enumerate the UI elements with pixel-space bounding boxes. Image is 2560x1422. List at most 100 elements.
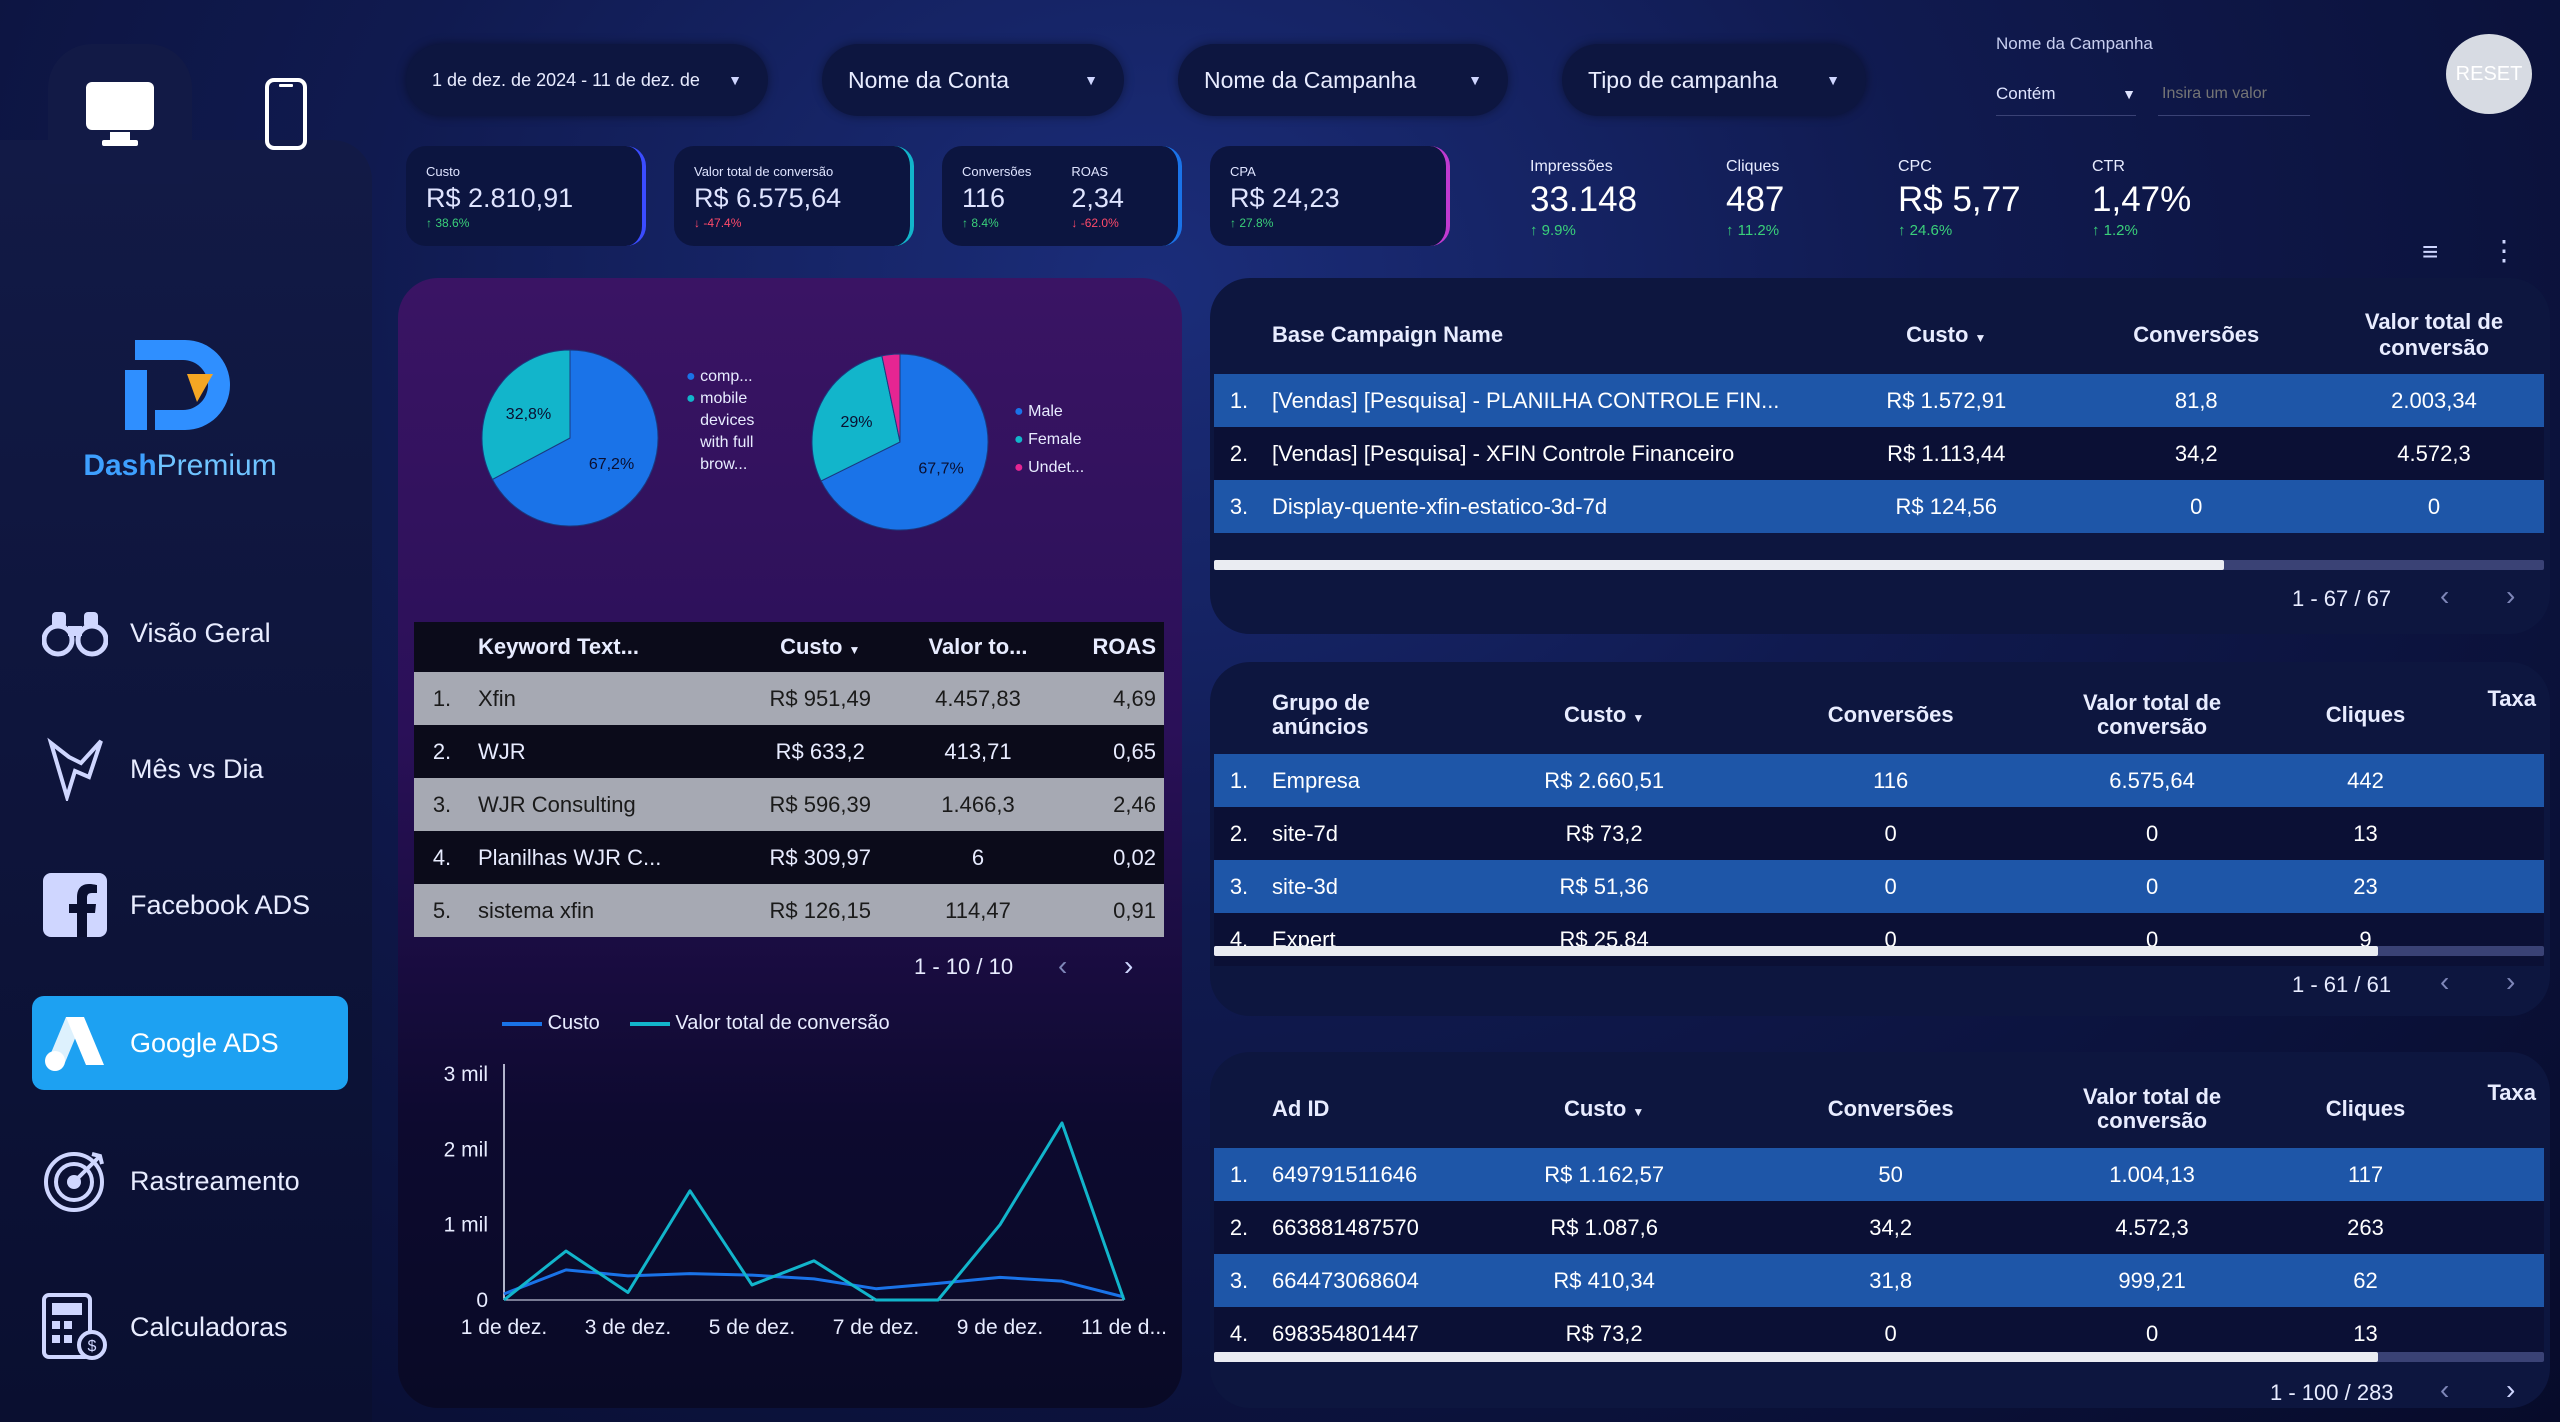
prev-page-icon[interactable]: ‹	[2440, 1374, 2450, 1405]
col-ad-id[interactable]: Ad ID	[1272, 1096, 1330, 1121]
chevron-down-icon: ▼	[1468, 72, 1482, 88]
col-cliques[interactable]: Cliques	[2325, 1096, 2406, 1121]
phone-icon	[265, 78, 307, 150]
date-range-filter[interactable]: 1 de dez. de 2024 - 11 de dez. de ▼	[406, 44, 768, 116]
campaign-name-value-input[interactable]	[2158, 72, 2310, 116]
line-chart-legend: Custo Valor total de conversão	[502, 1012, 890, 1035]
col-valor-total[interactable]: Valor total de conversão	[2364, 309, 2504, 360]
col-campaign-name[interactable]: Base Campaign Name	[1272, 322, 1504, 347]
desktop-view-tab[interactable]	[48, 44, 192, 184]
table-row[interactable]: 3. WJR Consulting R$ 596,39 1.466,3 2,46	[414, 778, 1164, 831]
kpi-custo: Custo R$ 2.810,91 ↑ 38.6%	[406, 146, 646, 246]
col-taxa[interactable]: Taxa	[2487, 1080, 2536, 1105]
table-row[interactable]: 3. 664473068604 R$ 410,34 31,8 999,21 62	[1214, 1254, 2544, 1307]
col-conversoes[interactable]: Conversões	[2133, 322, 2260, 347]
col-roas[interactable]: ROAS	[1092, 634, 1156, 659]
filter-icon[interactable]: ≡	[2422, 236, 2439, 267]
table-row[interactable]: 1. Empresa R$ 2.660,51 116 6.575,64 442	[1214, 754, 2544, 807]
mobile-view-tab[interactable]	[214, 44, 358, 184]
col-conversoes[interactable]: Conversões	[1827, 702, 1954, 727]
kpi-cpc: CPC R$ 5,77 ↑ 24.6%	[1898, 158, 2021, 239]
chevron-down-icon: ▼	[1826, 72, 1840, 88]
account-filter[interactable]: Nome da Conta ▼	[822, 44, 1124, 116]
legend-item-computers: ● comp...	[686, 368, 753, 385]
nav-calculadoras[interactable]: $ Calculadoras	[32, 1280, 348, 1374]
y-tick-label: 0	[476, 1289, 488, 1312]
gender-pie-slice-2[interactable]	[881, 353, 901, 443]
dash-logo-icon	[125, 340, 230, 430]
col-custo[interactable]: Custo ▼	[780, 634, 861, 659]
col-ad-group[interactable]: Grupo de anúncios	[1272, 690, 1370, 739]
scrollbar-thumb[interactable]	[1214, 946, 2378, 956]
next-page-icon[interactable]: ›	[2506, 1374, 2516, 1405]
table-row[interactable]: 2. WJR R$ 633,2 413,71 0,65	[414, 725, 1164, 778]
col-custo[interactable]: Custo ▼	[1563, 1096, 1645, 1121]
table-row[interactable]: 4. Planilhas WJR C... R$ 309,97 6 0,02	[414, 831, 1164, 884]
campaign-type-filter[interactable]: Tipo de campanha ▼	[1562, 44, 1866, 116]
scrollbar-thumb[interactable]	[1214, 560, 2224, 570]
device-pie-slice-1[interactable]	[481, 349, 571, 481]
kpi-impressoes: Impressões 33.148 ↑ 9.9%	[1530, 158, 1638, 239]
col-cliques[interactable]: Cliques	[2325, 702, 2406, 727]
lightning-icon	[40, 734, 110, 804]
prev-page-icon[interactable]: ‹	[2440, 580, 2450, 611]
device-pie-legend: ● comp... ● mobile devices with full bro…	[686, 366, 780, 476]
sort-desc-icon: ▼	[1974, 331, 1987, 345]
device-pie-slice-0[interactable]	[491, 349, 659, 527]
table-row[interactable]: 4. Expert R$ 25,84 0 0 9	[1214, 913, 2544, 966]
nav-facebook-ads[interactable]: Facebook ADS	[32, 858, 348, 952]
nav-rastreamento[interactable]: Rastreamento	[32, 1134, 348, 1228]
prev-page-icon[interactable]: ‹	[1058, 950, 1068, 981]
device-pie-slice-label-1: 32,8%	[506, 406, 551, 423]
table-row[interactable]: 1. 649791511646 R$ 1.162,57 50 1.004,13 117	[1214, 1148, 2544, 1201]
chevron-down-icon: ▼	[2122, 85, 2136, 102]
kpi-valor-total: Valor total de conversão R$ 6.575,64 ↓ -…	[674, 146, 914, 246]
next-page-icon[interactable]: ›	[2506, 580, 2516, 611]
col-custo[interactable]: Custo ▼	[1906, 322, 1987, 347]
legend-item-undetermined: ● Undet...	[1014, 459, 1085, 476]
col-valor[interactable]: Valor to...	[928, 634, 1028, 659]
gender-pie-slice-0[interactable]	[820, 353, 989, 531]
col-keyword[interactable]: Keyword Text...	[478, 634, 639, 659]
nav-visao-geral[interactable]: Visão Geral	[32, 586, 348, 680]
table-row[interactable]: 4. 698354801447 R$ 73,2 0 0 13	[1214, 1307, 2544, 1360]
table-row[interactable]: 1. Xfin R$ 951,49 4.457,83 4,69	[414, 672, 1164, 725]
table-row[interactable]: 2. 663881487570 R$ 1.087,6 34,2 4.572,3 263	[1214, 1201, 2544, 1254]
series-line-1[interactable]	[503, 1121, 1126, 1302]
scrollbar-thumb[interactable]	[1214, 1352, 2378, 1362]
table-row[interactable]: 1. [Vendas] [Pesquisa] - PLANILHA CONTROL…	[1214, 374, 2544, 427]
match-type-select[interactable]: Contém ▼	[1996, 72, 2136, 116]
campaigns-pager: 1 - 67 / 67	[2292, 586, 2392, 611]
legend-item-female: ● Female	[1014, 431, 1082, 448]
col-valor-total[interactable]: Valor total de conversão	[2082, 1084, 2222, 1133]
next-page-icon[interactable]: ›	[1124, 950, 1134, 981]
table-row[interactable]: 2. site-7d R$ 73,2 0 0 13	[1214, 807, 2544, 860]
nav-google-ads[interactable]: Google ADS	[32, 996, 348, 1090]
next-page-icon[interactable]: ›	[2506, 966, 2516, 997]
x-tick-label: 3 de dez.	[585, 1316, 671, 1339]
prev-page-icon[interactable]: ‹	[2440, 966, 2450, 997]
dash-premium-logo: DashPremium	[70, 330, 290, 483]
nav-mes-vs-dia[interactable]: Mês vs Dia	[32, 722, 348, 816]
gender-pie-slice-1[interactable]	[811, 355, 901, 482]
y-tick-label: 1 mil	[444, 1214, 488, 1237]
reset-button[interactable]: RESET	[2446, 34, 2532, 114]
col-custo[interactable]: Custo ▼	[1563, 702, 1645, 727]
col-conversoes[interactable]: Conversões	[1827, 1096, 1954, 1121]
col-taxa[interactable]: Taxa	[2487, 686, 2536, 711]
ads-table: Ad ID Custo ▼ Conversões Valor total de …	[1214, 1070, 2544, 1360]
table-row[interactable]: 5. sistema xfin R$ 126,15 114,47 0,91	[414, 884, 1164, 937]
legend-item-valor-total: Valor total de conversão	[629, 1012, 890, 1035]
gender-pie-legend: ● Male ● Female ● Undet...	[1014, 398, 1084, 482]
more-options-icon[interactable]: ⋮	[2490, 235, 2518, 266]
series-line-0[interactable]	[503, 1268, 1125, 1299]
binoculars-icon	[40, 598, 110, 668]
sort-desc-icon: ▼	[1632, 711, 1645, 725]
table-row[interactable]: 2. [Vendas] [Pesquisa] - XFIN Controle Fi…	[1214, 427, 2544, 480]
col-valor-total[interactable]: Valor total de conversão	[2082, 690, 2222, 739]
table-row[interactable]: 3. Display-quente-xfin-estatico-3d-7d R$ 1…	[1214, 480, 2544, 533]
x-tick-label: 11 de d...	[1081, 1316, 1167, 1339]
campaign-filter[interactable]: Nome da Campanha ▼	[1178, 44, 1508, 116]
table-row[interactable]: 3. site-3d R$ 51,36 0 0 23	[1214, 860, 2544, 913]
kpi-cliques: Cliques 487 ↑ 11.2%	[1726, 158, 1785, 239]
